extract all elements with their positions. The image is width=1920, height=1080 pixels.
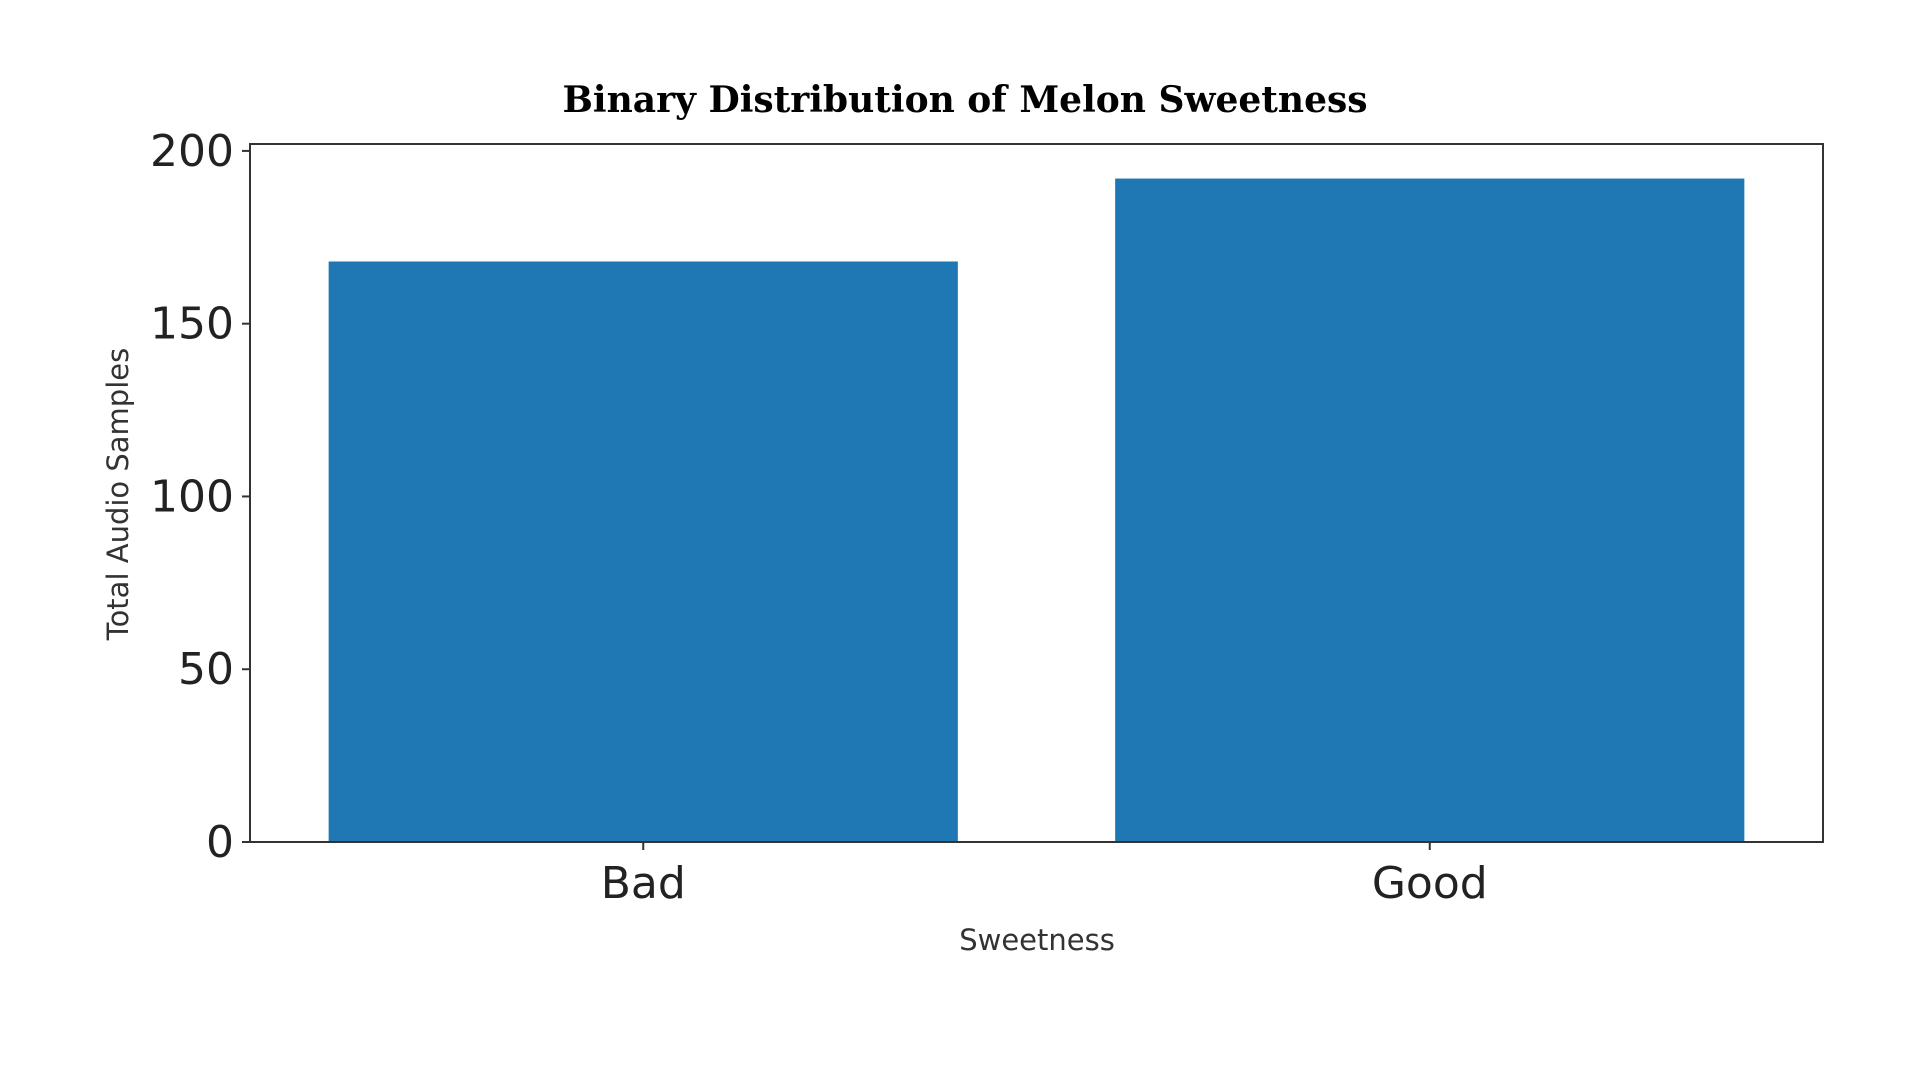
y-tick-label: 100 bbox=[150, 471, 234, 522]
y-tick-label: 200 bbox=[150, 126, 234, 177]
axes-layer: Bad Good 0 50 100 150 200 bbox=[150, 126, 1824, 909]
bar-good bbox=[1115, 178, 1745, 843]
chart-title: Binary Distribution of Melon Sweetness bbox=[562, 79, 1367, 121]
bar-bad bbox=[328, 261, 958, 843]
x-tick-label: Bad bbox=[601, 858, 686, 909]
y-tick-label: 50 bbox=[178, 644, 234, 695]
x-axis-label: Sweetness bbox=[959, 923, 1115, 957]
y-tick-label: 0 bbox=[206, 817, 234, 868]
y-axis-label: Total Audio Samples bbox=[101, 348, 135, 641]
bars-layer bbox=[328, 178, 1745, 843]
y-tick-label: 150 bbox=[150, 299, 234, 350]
x-tick-label: Good bbox=[1372, 858, 1488, 909]
plot-frame bbox=[249, 143, 1824, 843]
